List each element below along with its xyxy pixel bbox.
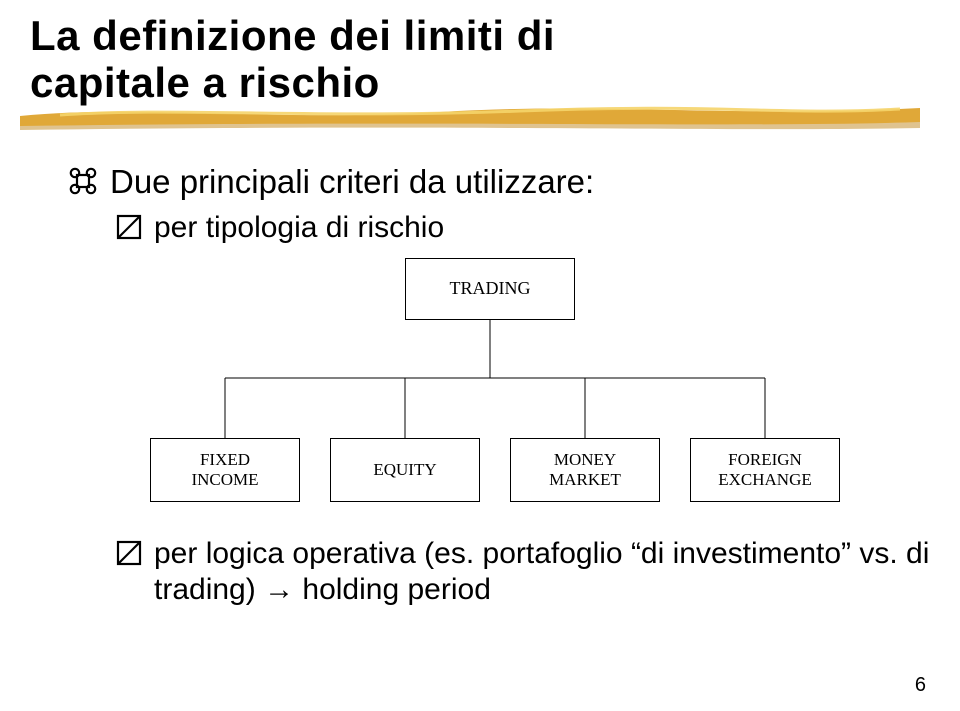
diagram-child-node-1: EQUITY: [330, 438, 480, 502]
bullet-secondary-1-text: per tipologia di rischio: [154, 210, 444, 246]
bullet-primary: Due principali criteri da utilizzare:: [68, 162, 930, 202]
diagram-child-node-2: MONEYMARKET: [510, 438, 660, 502]
title-underline: [30, 102, 930, 132]
command-icon: [68, 166, 98, 196]
org-diagram: TRADING FIXEDINCOME EQUITY MONEYMARKET FOREI…: [150, 258, 870, 518]
title-line-2: capitale a rischio: [30, 59, 930, 106]
bullet-secondary-1: per tipologia di rischio: [116, 210, 930, 246]
bullet-secondary-2: per logica operativa (es. portafoglio “d…: [116, 536, 930, 608]
page-number: 6: [915, 674, 926, 697]
diagram-root-node: TRADING: [405, 258, 575, 320]
box-diagonal-icon: [116, 214, 142, 240]
diagram-child-node-3: FOREIGNEXCHANGE: [690, 438, 840, 502]
box-diagonal-icon: [116, 540, 142, 566]
bullet-secondary-2-text: per logica operativa (es. portafoglio “d…: [154, 536, 930, 608]
bullet-primary-text: Due principali criteri da utilizzare:: [110, 162, 594, 202]
title-line-1: La definizione dei limiti di: [30, 12, 930, 59]
diagram-child-node-0: FIXEDINCOME: [150, 438, 300, 502]
slide-title-block: La definizione dei limiti di capitale a …: [30, 12, 930, 132]
